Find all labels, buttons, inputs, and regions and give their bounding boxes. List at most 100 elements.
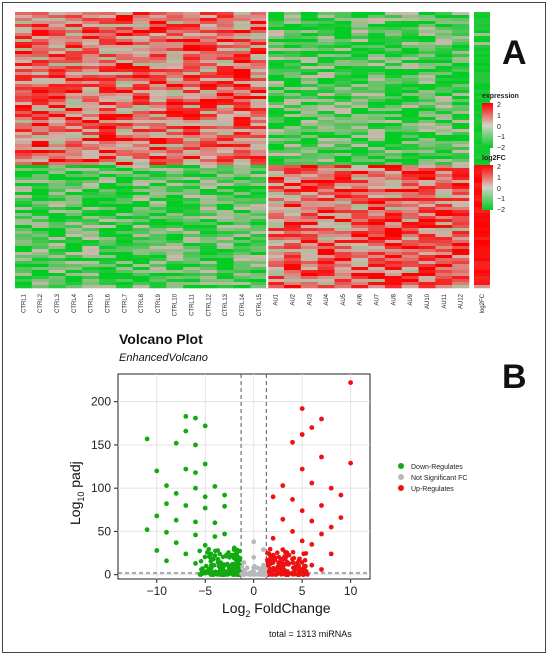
heatmap-cell: [233, 180, 251, 184]
heatmap-cell: [183, 150, 201, 154]
heatmap-cell: [99, 141, 117, 145]
heatmap-cell: [368, 111, 386, 115]
heatmap-cell: [132, 33, 150, 37]
heatmap-cell: [452, 39, 470, 43]
heatmap-cell: [418, 60, 436, 64]
heatmap-cell: [401, 135, 419, 139]
heatmap-cell: [31, 189, 49, 193]
heatmap-cell: [435, 84, 453, 88]
heatmap-cell: [65, 216, 83, 220]
heatmap-cell: [418, 66, 436, 70]
down-regulated-point: [197, 548, 202, 554]
heatmap-cell: [250, 189, 268, 193]
heatmap-cell: [115, 225, 133, 229]
heatmap-cell: [267, 60, 285, 64]
heatmap-cell: [48, 45, 66, 49]
heatmap-cell: [351, 27, 369, 31]
heatmap-cell: [65, 30, 83, 34]
heatmap-cell: [452, 105, 470, 109]
heatmap-cell: [82, 81, 100, 85]
heatmap-cell: [31, 135, 49, 139]
heatmap-cell: [48, 69, 66, 73]
heatmap-cell: [132, 285, 150, 289]
x-axis-label: Log2 FoldChange: [222, 600, 331, 619]
heatmap-cell: [48, 174, 66, 178]
heatmap-cell: [334, 210, 352, 214]
heatmap-cell: [334, 123, 352, 127]
heatmap-cell: [435, 144, 453, 148]
heatmap-cell: [48, 189, 66, 193]
heatmap-cell: [166, 165, 184, 169]
heatmap-cell: [233, 63, 251, 67]
heatmap-cell: [418, 129, 436, 133]
heatmap-cell: [65, 108, 83, 112]
heatmap-cell: [48, 54, 66, 58]
heatmap-cell: [284, 186, 302, 190]
heatmap-cell: [401, 120, 419, 124]
heatmap-cell: [99, 129, 117, 133]
heatmap-cell: [15, 93, 33, 97]
heatmap-cell: [368, 129, 386, 133]
heatmap-cell: [216, 240, 234, 244]
heatmap-cell: [267, 282, 285, 286]
heatmap-cell: [48, 39, 66, 43]
heatmap-cell: [351, 15, 369, 19]
heatmap-cell: [166, 126, 184, 130]
heatmap-cell: [115, 210, 133, 214]
heatmap-cell: [115, 186, 133, 190]
heatmap-cell: [149, 102, 167, 106]
heatmap-cell: [183, 237, 201, 241]
log2fc-cell: [474, 150, 490, 154]
heatmap-cell: [267, 126, 285, 130]
heatmap-cell: [334, 150, 352, 154]
heatmap-cell: [300, 93, 318, 97]
heatmap-cell: [216, 267, 234, 271]
up-regulated-point: [309, 562, 315, 568]
heatmap-cell: [250, 54, 268, 58]
heatmap-column-label: CTRL6: [106, 293, 112, 313]
heatmap-cell: [65, 252, 83, 256]
heatmap-cell: [351, 156, 369, 160]
heatmap-cell: [418, 171, 436, 175]
heatmap-cell: [48, 42, 66, 46]
heatmap-cell: [300, 33, 318, 37]
heatmap-cell: [317, 75, 335, 79]
heatmap-cell: [368, 219, 386, 223]
heatmap-cell: [267, 78, 285, 82]
heatmap-cell: [115, 159, 133, 163]
heatmap-cell: [99, 225, 117, 229]
heatmap-cell: [418, 135, 436, 139]
heatmap-cell: [267, 222, 285, 226]
heatmap-cell: [452, 21, 470, 25]
heatmap-cell: [250, 153, 268, 157]
heatmap-cell: [166, 285, 184, 289]
heatmap-cell: [452, 96, 470, 100]
heatmap-cell: [284, 81, 302, 85]
heatmap-cell: [435, 102, 453, 106]
heatmap-cell: [199, 12, 218, 16]
heatmap-cell: [267, 141, 285, 145]
heatmap-cell: [317, 225, 335, 229]
heatmap-cell: [216, 270, 234, 274]
heatmap-cell: [149, 231, 167, 235]
heatmap-cell: [284, 12, 302, 16]
heatmap-cell: [452, 192, 470, 196]
heatmap-cell: [351, 270, 369, 274]
heatmap-cell: [351, 273, 369, 277]
heatmap-cell: [284, 177, 302, 181]
heatmap-cell: [99, 252, 117, 256]
heatmap-cell: [216, 45, 234, 49]
heatmap-cell: [216, 12, 234, 16]
heatmap-cell: [351, 24, 369, 28]
heatmap-cell: [300, 246, 318, 250]
heatmap-cell: [368, 228, 386, 232]
heatmap-cell: [435, 213, 453, 217]
heatmap-cell: [334, 228, 352, 232]
up-regulated-point: [319, 567, 324, 572]
heatmap-cell: [216, 159, 234, 163]
up-regulated-point: [299, 508, 305, 514]
heatmap-cell: [267, 204, 285, 208]
heatmap-cell: [216, 54, 234, 58]
heatmap-cell: [99, 27, 117, 31]
